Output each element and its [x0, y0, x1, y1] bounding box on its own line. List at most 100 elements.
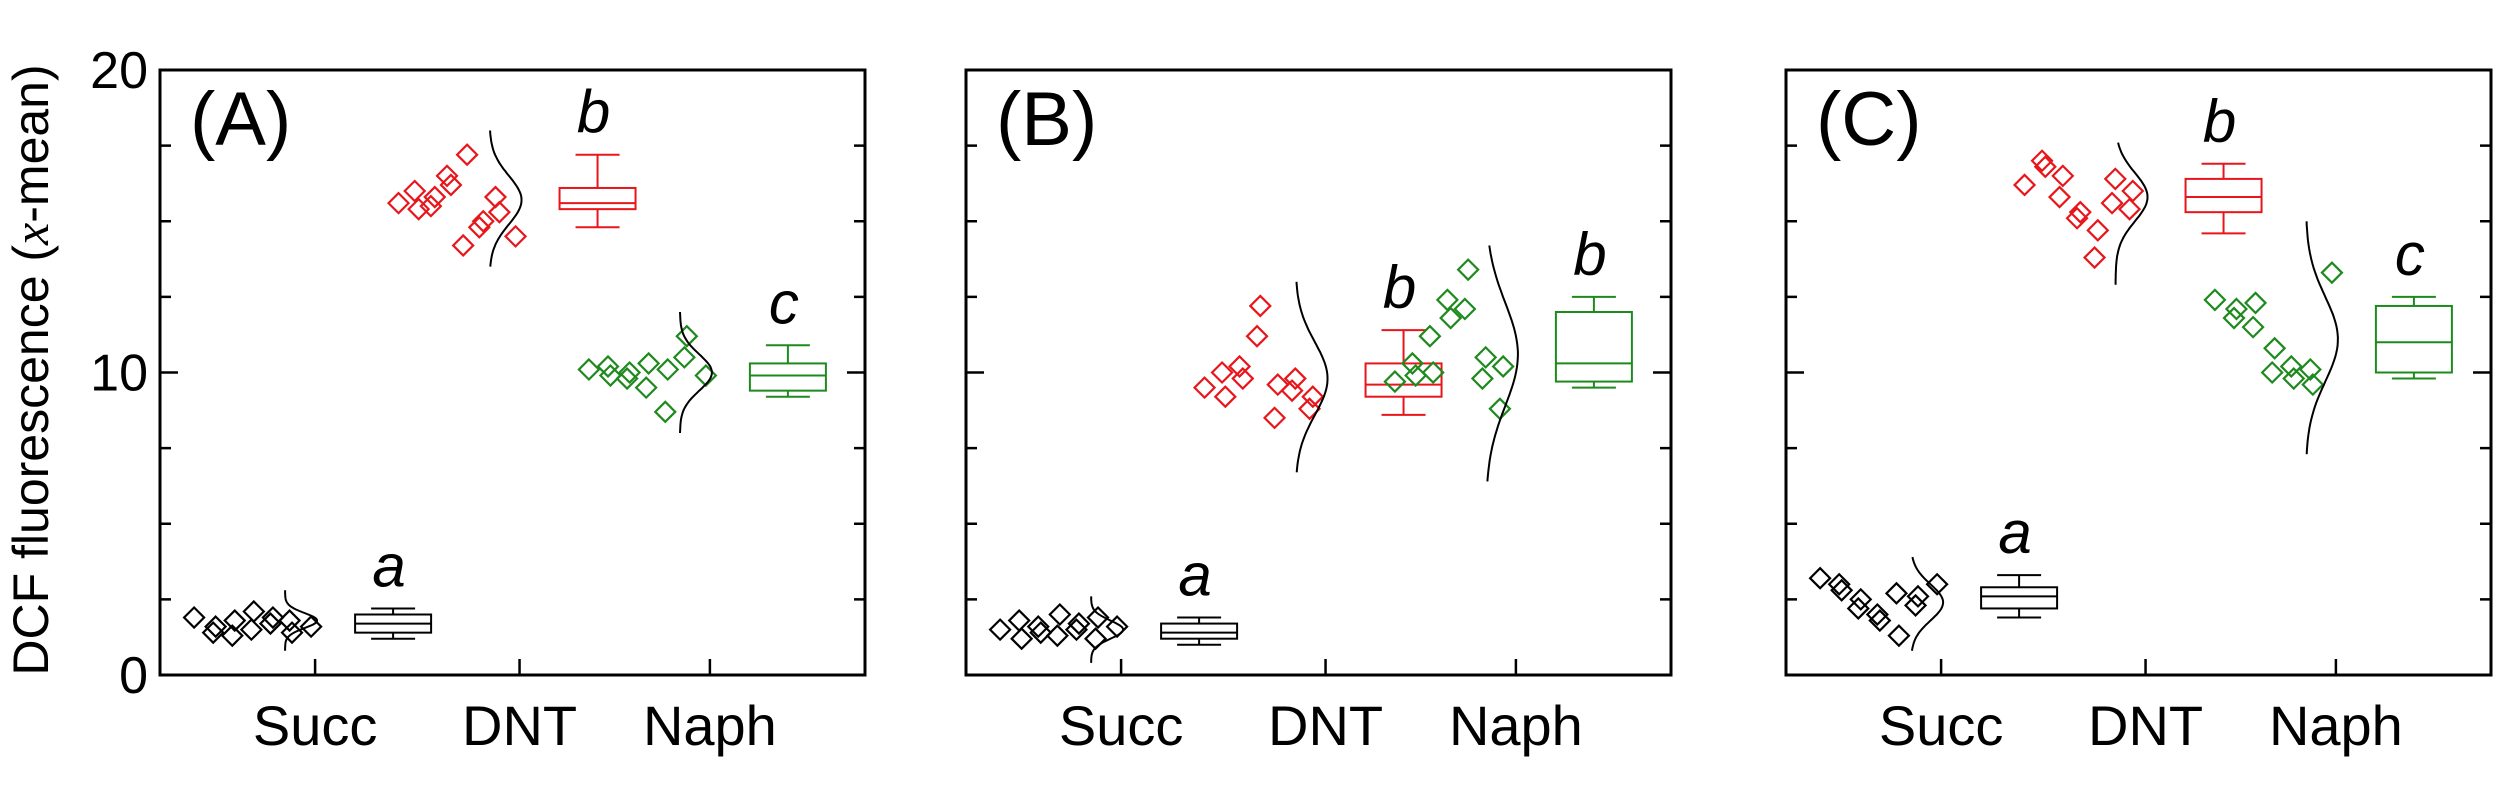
data-point	[656, 357, 680, 382]
data-point	[2121, 179, 2145, 203]
significance-letter: a	[1998, 499, 2031, 566]
x-tick-label: DNT	[2088, 694, 2203, 757]
data-point	[239, 618, 263, 642]
data-point	[1083, 627, 1108, 651]
box-iqr	[1160, 622, 1239, 640]
x-tick-label: Naph	[643, 694, 777, 757]
group-succ: Succ a	[988, 542, 1239, 757]
significance-letter: c	[2395, 221, 2425, 288]
data-point	[1210, 360, 1234, 385]
x-tick-label: Succ	[1879, 694, 2004, 757]
group-dnt: DNT b	[1192, 254, 1443, 757]
data-point	[2030, 149, 2054, 173]
distribution-curve	[1486, 245, 1519, 482]
data-point	[1456, 258, 1480, 282]
data-point	[2086, 218, 2110, 242]
data-point	[2320, 261, 2344, 285]
data-point	[1045, 624, 1069, 648]
data-point	[2298, 357, 2322, 382]
x-tick-label: Naph	[1449, 694, 1583, 757]
data-point	[1849, 587, 1873, 611]
box-iqr	[2374, 304, 2453, 374]
data-point	[988, 618, 1012, 642]
data-point	[1086, 605, 1110, 630]
data-point	[577, 357, 601, 382]
data-point	[2224, 297, 2249, 321]
significance-letter: b	[1573, 221, 1606, 288]
x-tick-label: DNT	[462, 694, 577, 757]
data-point	[201, 621, 225, 645]
panel-label: (A)	[190, 77, 291, 162]
data-point	[223, 608, 247, 633]
data-point	[1400, 351, 1424, 375]
data-point	[2103, 167, 2127, 191]
data-point	[1470, 366, 1494, 391]
data-point	[2260, 360, 2284, 385]
data-point	[220, 624, 244, 648]
data-point	[280, 621, 304, 645]
data-point	[1231, 366, 1255, 391]
data-point	[1846, 596, 1870, 621]
data-point	[2051, 164, 2075, 188]
significance-letter: c	[769, 269, 799, 336]
data-point	[653, 400, 677, 424]
data-point	[2241, 315, 2265, 339]
data-point	[1421, 360, 1445, 385]
group-succ: Succ a	[182, 532, 433, 757]
data-point	[2047, 185, 2072, 209]
y-axis-label: DCF fluorescence (x-mean)	[3, 64, 59, 675]
group-succ: Succ a	[1808, 499, 2059, 757]
y-tick-label: 20	[90, 42, 148, 100]
data-point	[1048, 602, 1072, 627]
x-tick-label: DNT	[1268, 694, 1383, 757]
data-point	[672, 345, 696, 369]
data-point	[1906, 584, 1930, 608]
data-point	[435, 164, 459, 188]
distribution-curve	[1911, 556, 1945, 651]
data-point	[2100, 191, 2124, 215]
data-point	[419, 194, 443, 218]
panel-c: (C) Succ a DNT b Naph c	[1784, 68, 2493, 757]
data-point	[1491, 354, 1515, 379]
data-point	[2068, 200, 2092, 224]
distribution-curve	[489, 130, 523, 267]
data-point	[1903, 593, 1928, 617]
group-naph: Naph c	[577, 269, 827, 757]
data-point	[258, 612, 283, 636]
data-point	[615, 366, 639, 391]
distribution-curve	[284, 590, 319, 651]
box-iqr	[748, 362, 827, 392]
group-naph: Naph b	[1383, 221, 1633, 757]
data-point	[503, 224, 528, 248]
x-tick-label: Naph	[2269, 694, 2403, 757]
data-point	[407, 197, 431, 221]
data-point	[634, 376, 658, 400]
panel-b: (B) Succ a DNT b Naph b	[964, 68, 1673, 757]
data-point	[1868, 608, 1892, 633]
data-point	[455, 143, 479, 167]
data-point	[1830, 578, 1854, 602]
panel-label: (B)	[996, 77, 1097, 162]
data-point	[2243, 291, 2268, 315]
data-point	[2263, 336, 2287, 360]
data-point	[299, 615, 323, 639]
x-tick-label: Succ	[253, 694, 378, 757]
data-point	[2203, 288, 2227, 312]
significance-letter: b	[1383, 254, 1416, 321]
data-point	[487, 200, 511, 224]
data-point	[1925, 572, 1949, 596]
data-point	[1245, 324, 1269, 348]
panels: 01020(A)SuccaDNTbNaphc(B)SuccaDNTbNaphb(…	[90, 42, 2493, 757]
data-point	[675, 324, 699, 348]
data-point	[1213, 385, 1237, 409]
data-point	[1067, 612, 1091, 636]
data-point	[1808, 566, 1832, 590]
data-point	[637, 351, 661, 375]
data-point	[261, 605, 285, 630]
data-point	[277, 608, 302, 633]
data-point	[1439, 306, 1463, 330]
distribution-curve	[2114, 142, 2149, 285]
data-point	[182, 605, 206, 630]
significance-letter: a	[372, 532, 405, 599]
